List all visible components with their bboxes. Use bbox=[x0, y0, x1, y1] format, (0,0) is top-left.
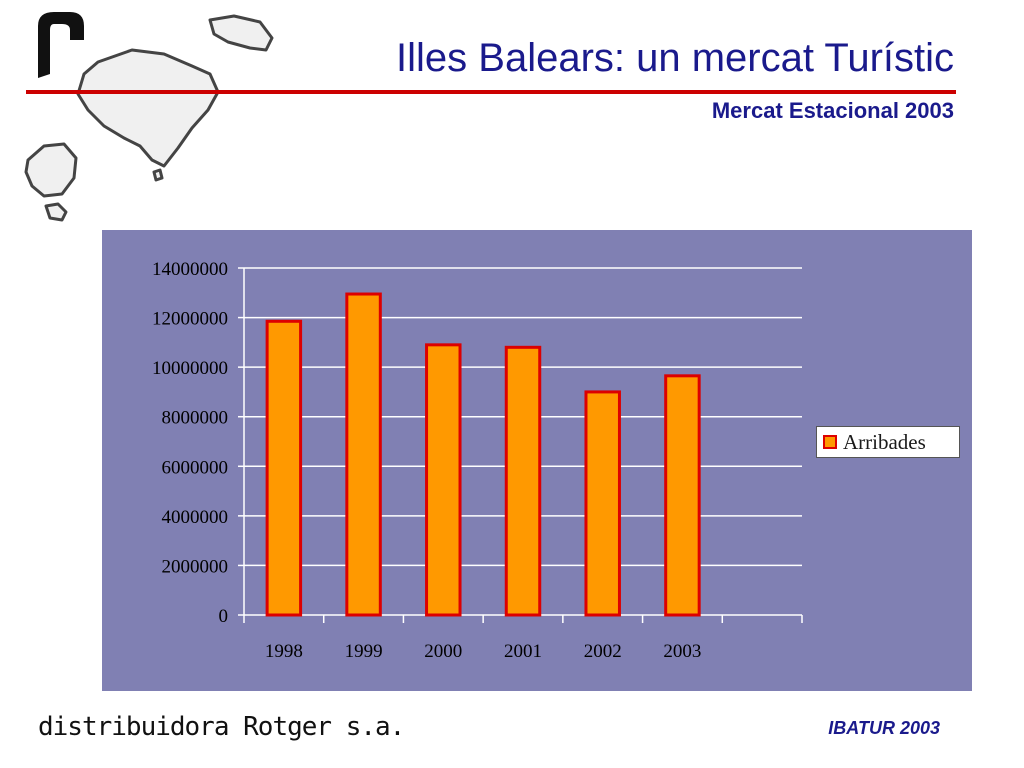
x-tick-label: 1999 bbox=[345, 641, 383, 662]
legend-swatch bbox=[823, 435, 837, 449]
bar-1998 bbox=[265, 319, 303, 617]
title-divider bbox=[26, 90, 956, 94]
page-title: Illes Balears: un mercat Turístic bbox=[396, 36, 954, 80]
x-tick-label: 1998 bbox=[265, 641, 303, 662]
bar-1999 bbox=[345, 292, 382, 617]
bar-2000 bbox=[425, 343, 462, 617]
bar-chart: 0 2000000 4000000 6000000 8000000 10000000 120… bbox=[152, 259, 803, 662]
source-label: IBATUR 2003 bbox=[828, 718, 940, 738]
x-tick-label: 2000 bbox=[424, 641, 462, 662]
x-tick-label: 2002 bbox=[584, 641, 622, 662]
y-tick-label: 4000000 bbox=[162, 507, 229, 528]
bar-2001 bbox=[504, 345, 542, 617]
legend-label: Arribades bbox=[843, 429, 926, 454]
x-tick-label: 2003 bbox=[663, 641, 701, 662]
y-tick-label: 12000000 bbox=[152, 309, 228, 330]
chart-panel: 0 2000000 4000000 6000000 8000000 10000000 120… bbox=[102, 230, 972, 691]
y-tick-label: 0 bbox=[219, 606, 229, 627]
y-tick-label: 2000000 bbox=[162, 556, 229, 577]
y-tick-label: 8000000 bbox=[162, 408, 229, 429]
balearic-islands-map-icon bbox=[24, 14, 274, 222]
y-tick-label: 6000000 bbox=[162, 457, 229, 478]
bar-2003 bbox=[664, 374, 701, 617]
chart-legend: Arribades bbox=[816, 426, 960, 458]
page-subtitle: Mercat Estacional 2003 bbox=[711, 98, 954, 123]
x-tick-label: 2001 bbox=[504, 641, 542, 662]
y-tick-label: 10000000 bbox=[152, 358, 228, 379]
bar-2002 bbox=[584, 390, 621, 617]
rotger-logo-icon bbox=[38, 12, 84, 78]
y-tick-label: 14000000 bbox=[152, 259, 228, 280]
brand-name: distribuidora Rotger s.a. bbox=[38, 712, 405, 742]
